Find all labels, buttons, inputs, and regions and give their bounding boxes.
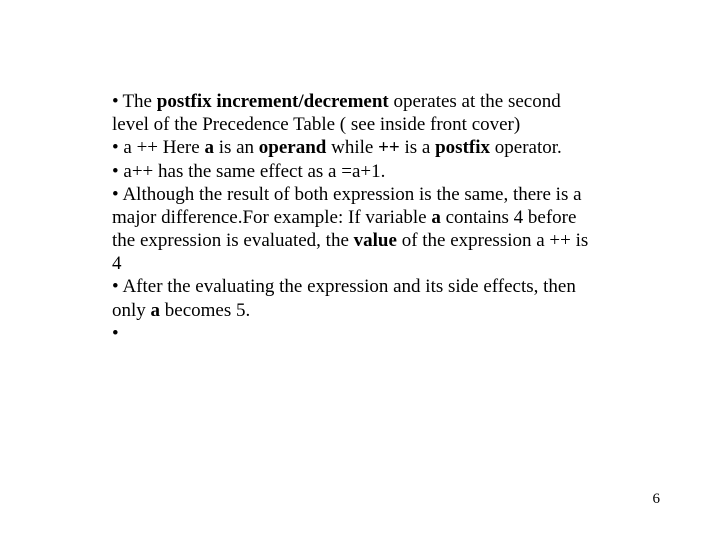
- bullet-1-bold: postfix increment/decrement: [157, 91, 389, 112]
- bullet-6: •: [112, 322, 592, 345]
- bullet-1: • The postfix increment/decrement operat…: [112, 90, 592, 136]
- bullet-2-tail: operator.: [490, 137, 562, 158]
- bullet-1-pre: • The: [112, 91, 157, 112]
- page-number: 6: [653, 491, 661, 508]
- bullet-3: • a++ has the same effect as a =a+1.: [112, 160, 592, 183]
- bullet-5: • After the evaluating the expression an…: [112, 275, 592, 321]
- bullet-2: • a ++ Here a is an operand while ++ is …: [112, 136, 592, 159]
- bullet-2-postfix: postfix: [435, 137, 490, 158]
- bullet-2-a: a: [204, 137, 214, 158]
- bullet-2-pp: ++: [378, 137, 400, 158]
- bullet-2-pre: • a ++ Here: [112, 137, 204, 158]
- bullet-4-value: value: [354, 230, 397, 251]
- bullet-4: • Although the result of both expression…: [112, 183, 592, 276]
- slide-body: • The postfix increment/decrement operat…: [112, 90, 592, 345]
- bullet-5-a: a: [151, 300, 161, 321]
- bullet-4-a: a: [431, 207, 441, 228]
- bullet-2-mid2: while: [326, 137, 378, 158]
- bullet-2-operand: operand: [259, 137, 327, 158]
- bullet-2-mid1: is an: [214, 137, 259, 158]
- bullet-2-mid3: is a: [400, 137, 435, 158]
- bullet-5-post: becomes 5.: [160, 300, 250, 321]
